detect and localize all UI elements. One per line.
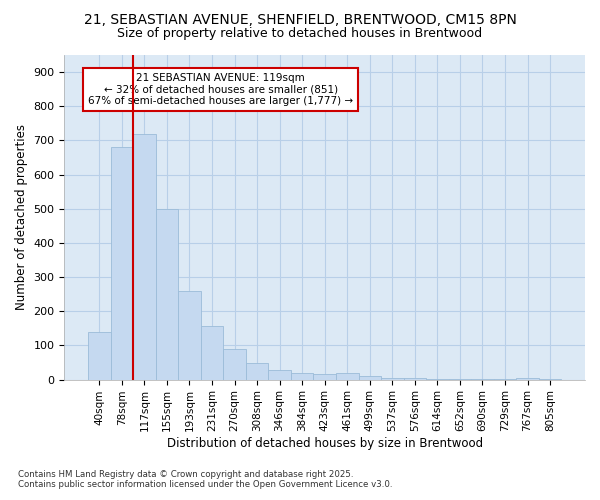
Bar xyxy=(223,349,246,380)
Bar xyxy=(336,373,359,380)
Y-axis label: Number of detached properties: Number of detached properties xyxy=(15,124,28,310)
Bar xyxy=(291,373,313,380)
Bar xyxy=(110,148,133,380)
X-axis label: Distribution of detached houses by size in Brentwood: Distribution of detached houses by size … xyxy=(167,437,483,450)
Bar xyxy=(313,374,336,380)
Text: 21 SEBASTIAN AVENUE: 119sqm
← 32% of detached houses are smaller (851)
67% of se: 21 SEBASTIAN AVENUE: 119sqm ← 32% of det… xyxy=(88,73,353,106)
Bar xyxy=(426,378,449,380)
Bar xyxy=(133,134,155,380)
Bar xyxy=(381,378,404,380)
Bar xyxy=(201,326,223,380)
Bar xyxy=(404,378,426,380)
Text: Size of property relative to detached houses in Brentwood: Size of property relative to detached ho… xyxy=(118,28,482,40)
Bar xyxy=(359,376,381,380)
Bar xyxy=(155,209,178,380)
Bar xyxy=(268,370,291,380)
Bar xyxy=(88,332,110,380)
Text: Contains HM Land Registry data © Crown copyright and database right 2025.
Contai: Contains HM Land Registry data © Crown c… xyxy=(18,470,392,489)
Bar xyxy=(246,362,268,380)
Bar xyxy=(516,378,539,380)
Text: 21, SEBASTIAN AVENUE, SHENFIELD, BRENTWOOD, CM15 8PN: 21, SEBASTIAN AVENUE, SHENFIELD, BRENTWO… xyxy=(83,12,517,26)
Bar xyxy=(178,292,201,380)
